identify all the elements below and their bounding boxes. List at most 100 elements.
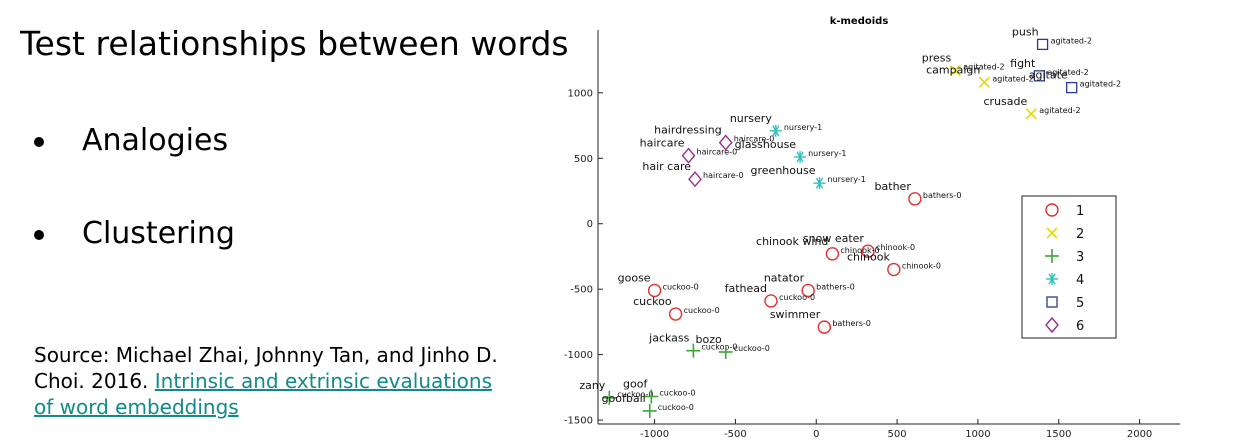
y-tick-label: -500 [570,285,593,296]
legend-label: 5 [1076,296,1084,311]
source-citation: Source: Michael Zhai, Johnny Tan, and Ji… [34,342,514,420]
point-label: goofball [602,392,646,405]
medoid-label: agitated-2 [963,63,1004,72]
point-label: greenhouse [751,164,816,177]
legend-marker-2 [1046,227,1058,239]
y-tick-label: 1000 [568,88,593,99]
x-tick-label: 1000 [965,429,990,440]
legend-label: 2 [1076,227,1084,242]
point-natator [801,283,815,298]
point-label: haircare [640,137,685,150]
point-label: bozo [695,333,721,346]
x-tick-label: 0 [813,429,819,440]
medoid-label: cuckoo-0 [701,343,737,352]
point-label: swimmer [770,308,821,321]
point-label: goof [623,378,648,391]
point-label: fight [1010,57,1036,70]
point-label: chinook wind [756,235,828,248]
point-label: campaign [926,63,980,76]
point-bather [908,192,922,206]
medoid-label: chinook-0 [876,243,915,252]
legend-marker-6 [1045,316,1059,334]
point-crusade [1025,108,1037,120]
point-fight [1033,70,1046,82]
point-cuckoo [668,307,683,321]
point-goofball [642,403,657,418]
point-label: push [1012,25,1039,38]
bullet-text: Analogies [82,123,229,158]
medoid-label: cuckoo-0 [779,293,815,302]
point-agitate [1066,81,1078,94]
y-tick-label: 500 [574,154,593,165]
medoid-label: cuckoo-0 [684,306,720,315]
chart-title: k-medoids [830,16,889,27]
x-tick-label: 500 [888,429,907,440]
y-tick-label: 0 [587,219,593,230]
point-label: crusade [984,95,1028,108]
point-label: bather [875,180,912,193]
point-chinook-wind [825,247,840,261]
legend-label: 1 [1076,204,1084,219]
legend-marker-4 [1046,273,1058,285]
chart-axes: -1000 -500 0 500 1000 1500 2000-1500-1000-5000… [564,30,1180,440]
medoid-label: cuckoo-0 [658,403,694,412]
point-goose [647,283,662,298]
point-label: fathead [725,282,767,295]
point-greenhouse [813,177,826,190]
medoid-label: agitated-2 [1047,68,1088,77]
point-hairdressing [718,134,733,151]
x-tick-label: -500 [724,429,747,440]
medoid-label: bathers-0 [832,319,871,328]
legend-label: 3 [1076,250,1084,265]
medoid-label: agitated-2 [992,74,1033,83]
point-label: nursery [730,112,772,125]
medoid-label: haircare-0 [703,171,744,180]
medoid-label: haircare-0 [734,135,775,144]
chart-legend: 1 2 3 4 5 6 [1021,195,1117,339]
x-tick-label: 2000 [1127,429,1152,440]
point-glasshouse [794,150,807,163]
bullet-dot-icon [34,137,44,147]
point-press [949,65,961,77]
medoid-label: nursery-1 [784,123,822,132]
bullet-text: Clustering [82,216,235,251]
point-label: cuckoo [633,295,672,308]
point-bozo [718,345,733,360]
bullet-dot-icon [34,230,44,240]
point-fathead [764,294,778,308]
source-link[interactable]: Intrinsic and extrinsic evaluations of w… [34,369,492,419]
point-label: agitate [1029,69,1068,82]
medoid-label: cuckoo-0 [663,282,699,291]
legend-marker-3 [1045,249,1059,263]
medoid-label: bathers-0 [816,282,855,291]
point-goof [644,389,659,404]
kmedoids-scatter-chart: -1000 -500 0 500 1000 1500 2000-1500-1000-5000… [564,16,1180,440]
medoid-label: nursery-1 [827,175,865,184]
point-label: hair care [642,160,691,173]
point-label: jackass [648,332,689,345]
point-label: chinook [847,251,891,264]
medoid-label: cuckoo-0 [734,344,770,353]
medoid-label: chinook-0 [840,246,879,255]
point-swimmer [817,320,832,334]
x-tick-label: -1000 [640,429,669,440]
point-label: glasshouse [735,138,797,151]
point-label: natator [764,271,805,284]
point-push [1036,38,1049,51]
point-label: snow eater [803,232,865,245]
medoid-label: agitated-2 [1039,106,1080,115]
point-label: press [922,52,952,65]
medoid-label: cuckoo-0 [617,390,653,399]
legend-marker-1 [1045,203,1059,217]
point-haircare [681,147,696,164]
legend-marker-5 [1046,296,1058,308]
point-jackass [686,343,701,358]
medoid-label: haircare-0 [697,148,738,157]
point-campaign [978,76,990,88]
medoid-label: bathers-0 [923,191,962,200]
y-tick-label: -1500 [564,416,593,427]
point-nursery [769,124,782,137]
point-label: hairdressing [654,124,722,137]
source-text: Source: Michael Zhai, Johnny Tan, and Ji… [34,343,498,393]
